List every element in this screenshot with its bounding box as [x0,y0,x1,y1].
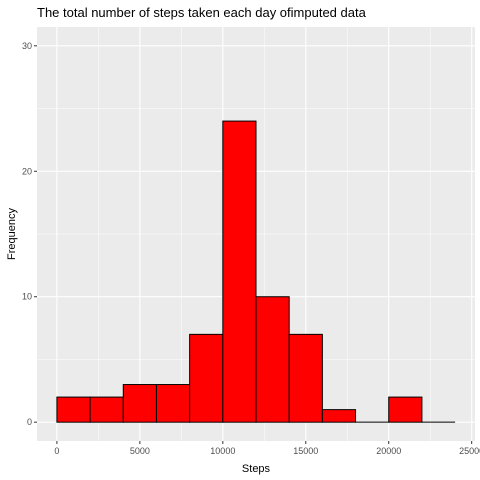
y-tick-label: 20 [22,166,32,176]
chart-title: The total number of steps taken each day… [37,5,367,20]
histogram-bar [189,333,224,423]
x-tick-label: 10000 [210,446,235,456]
x-tick-label: 15000 [293,446,318,456]
histogram-bar [56,396,91,423]
y-tick-label: 0 [27,417,32,427]
y-axis: 0 10 20 30 [22,41,37,427]
histogram-bar [89,396,124,423]
histogram-bar [388,396,423,423]
histogram-bars [56,120,456,423]
histogram-bar [255,296,290,423]
histogram-bar [155,384,191,423]
x-tick-label: 5000 [130,446,150,456]
histogram-bar [122,384,157,423]
histogram-bar [321,409,357,423]
y-tick-label: 30 [22,41,32,51]
x-axis-title: Steps [242,463,271,475]
x-tick-label: 20000 [376,446,401,456]
histogram-bar [222,120,257,423]
y-tick-label: 10 [22,292,32,302]
histogram-bar [288,333,323,423]
y-axis-title: Frequency [6,208,18,260]
x-tick-label: 0 [54,446,59,456]
